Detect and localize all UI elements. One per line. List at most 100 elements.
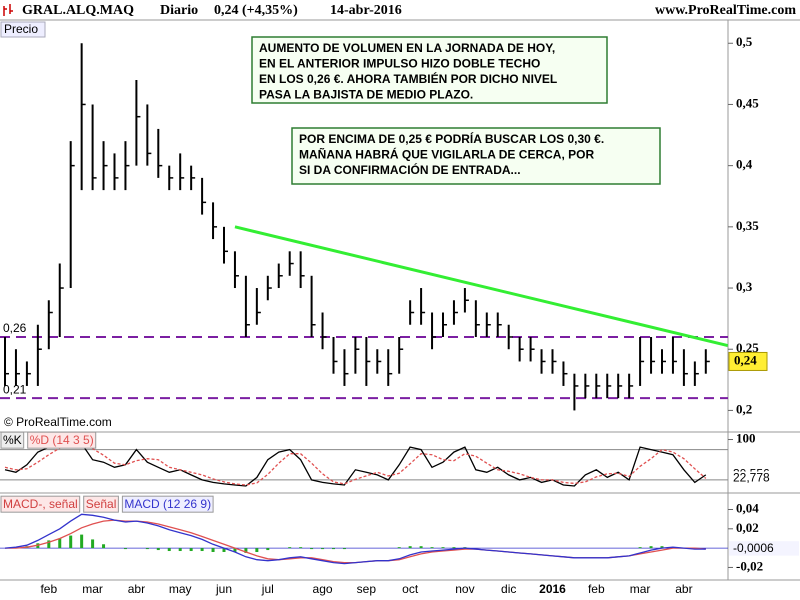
y-tick-label: 0,45 [736, 95, 759, 110]
histogram-bar [91, 539, 95, 549]
histogram-bar [211, 548, 215, 552]
series-line [4, 513, 706, 565]
histogram-bar [102, 544, 106, 549]
y-tick-label: 0,2 [736, 401, 752, 416]
x-tick-label: feb [588, 582, 605, 596]
copyright: © ProRealTime.com [4, 415, 112, 429]
level-label: 0,26 [3, 321, 27, 335]
legend-label: Señal [86, 497, 117, 511]
x-tick-label: jun [215, 582, 232, 596]
date: 14-abr-2016 [330, 3, 402, 18]
histogram-bar [244, 548, 248, 553]
annotation-text: PASA LA BAJISTA DE MEDIO PLAZO. [259, 88, 473, 102]
histogram-bar [660, 546, 664, 549]
y-tick-label: 0,02 [736, 520, 759, 535]
x-tick-label: may [169, 582, 192, 596]
x-tick-label: jul [261, 582, 274, 596]
histogram-bar [200, 548, 204, 552]
y-tick-label: 0,5 [736, 34, 753, 49]
level-label: 0,21 [3, 382, 27, 396]
legend-label: %K [3, 433, 22, 447]
series-line [5, 519, 706, 564]
last-value-label: 22,778 [733, 471, 770, 485]
histogram-bar [310, 548, 314, 550]
histogram-bar [299, 547, 303, 549]
annotation-text: MAÑANA HABRÁ QUE VIGILARLA DE CERCA, POR [299, 147, 594, 162]
symbol: GRAL.ALQ.MAQ [22, 3, 134, 18]
histogram-bar [233, 548, 237, 552]
legend-box [121, 495, 214, 513]
histogram-bar [145, 548, 149, 550]
x-tick-label: abr [675, 582, 692, 596]
annotation-text: EN LOS 0,26 €. AHORA TAMBIÉN POR DICHO N… [259, 71, 557, 86]
legend-label: MACD (12 26 9) [124, 497, 211, 511]
series-line [4, 442, 707, 486]
x-tick-label: abr [128, 582, 145, 596]
histogram-bar [332, 548, 335, 550]
histogram-bar [123, 548, 127, 550]
y-tick-label: 0,3 [736, 279, 753, 294]
histogram-bar [178, 548, 182, 552]
annotation-box [291, 127, 661, 185]
histogram-bar [255, 548, 259, 552]
annotation-text: SI DA CONFIRMACIÓN DE ENTRADA... [299, 162, 521, 177]
last-price: 0,24 (+4,35%) [214, 3, 298, 18]
annotation-text: EN EL ANTERIOR IMPULSO HIZO DOBLE TECHO [259, 57, 540, 71]
x-tick-label: oct [402, 582, 419, 596]
histogram-bar [342, 548, 346, 550]
y-tick-label: 100 [736, 431, 756, 446]
period: Diario [160, 3, 198, 18]
series-line [4, 441, 707, 487]
legend-label: %D (14 3 5) [30, 433, 94, 447]
legend-box [0, 495, 81, 513]
last-value-box [729, 471, 799, 486]
x-tick-label: mar [82, 582, 103, 596]
x-tick-label: sep [357, 582, 377, 596]
y-tick-label: 0,35 [736, 218, 759, 233]
histogram-bar [408, 546, 412, 549]
y-tick-label: -0,02 [736, 558, 763, 573]
histogram-bar [266, 548, 270, 551]
legend-box [83, 495, 119, 513]
x-tick-label: mar [630, 582, 651, 596]
logo-icon [3, 4, 13, 16]
histogram-bar [58, 538, 62, 549]
histogram-bar [156, 548, 160, 551]
histogram-bar [189, 548, 193, 552]
y-tick-label: 0,04 [736, 500, 759, 515]
legend-box [27, 431, 97, 449]
histogram-bar [167, 548, 171, 552]
histogram-bar [430, 547, 434, 549]
histogram-bar [47, 540, 51, 549]
histogram-bar [419, 546, 423, 549]
last-price-label: 0,24 [734, 352, 757, 367]
histogram-bar [638, 547, 642, 549]
y-tick-label: 0,25 [736, 340, 759, 355]
title-box [0, 21, 46, 38]
y-tick-label: 0,4 [736, 157, 753, 172]
header-bar [0, 0, 800, 20]
histogram-bar [69, 535, 73, 549]
x-tick-label: dic [501, 582, 516, 596]
last-price-box [728, 351, 768, 371]
last-value-box [729, 541, 799, 556]
site: www.ProRealTime.com [655, 3, 796, 18]
histogram-bar [649, 546, 653, 549]
x-tick-label: ago [313, 582, 333, 596]
x-tick-label: nov [455, 582, 474, 596]
annotation-box [251, 36, 608, 104]
histogram-bar [80, 534, 84, 549]
x-tick-label: 2016 [539, 582, 566, 596]
panel-title: Precio [4, 22, 38, 36]
legend-box [0, 431, 25, 449]
histogram-bar [321, 548, 325, 550]
x-tick-label: feb [40, 582, 57, 596]
annotation-text: POR ENCIMA DE 0,25 € PODRÍA BUSCAR LOS 0… [299, 131, 604, 146]
histogram-bar [222, 548, 226, 552]
histogram-bar [397, 547, 401, 549]
histogram-bar [441, 547, 445, 549]
histogram-bar [452, 547, 456, 549]
histogram-bar [288, 547, 292, 549]
annotation-text: AUMENTO DE VOLUMEN EN LA JORNADA DE HOY, [259, 41, 555, 55]
